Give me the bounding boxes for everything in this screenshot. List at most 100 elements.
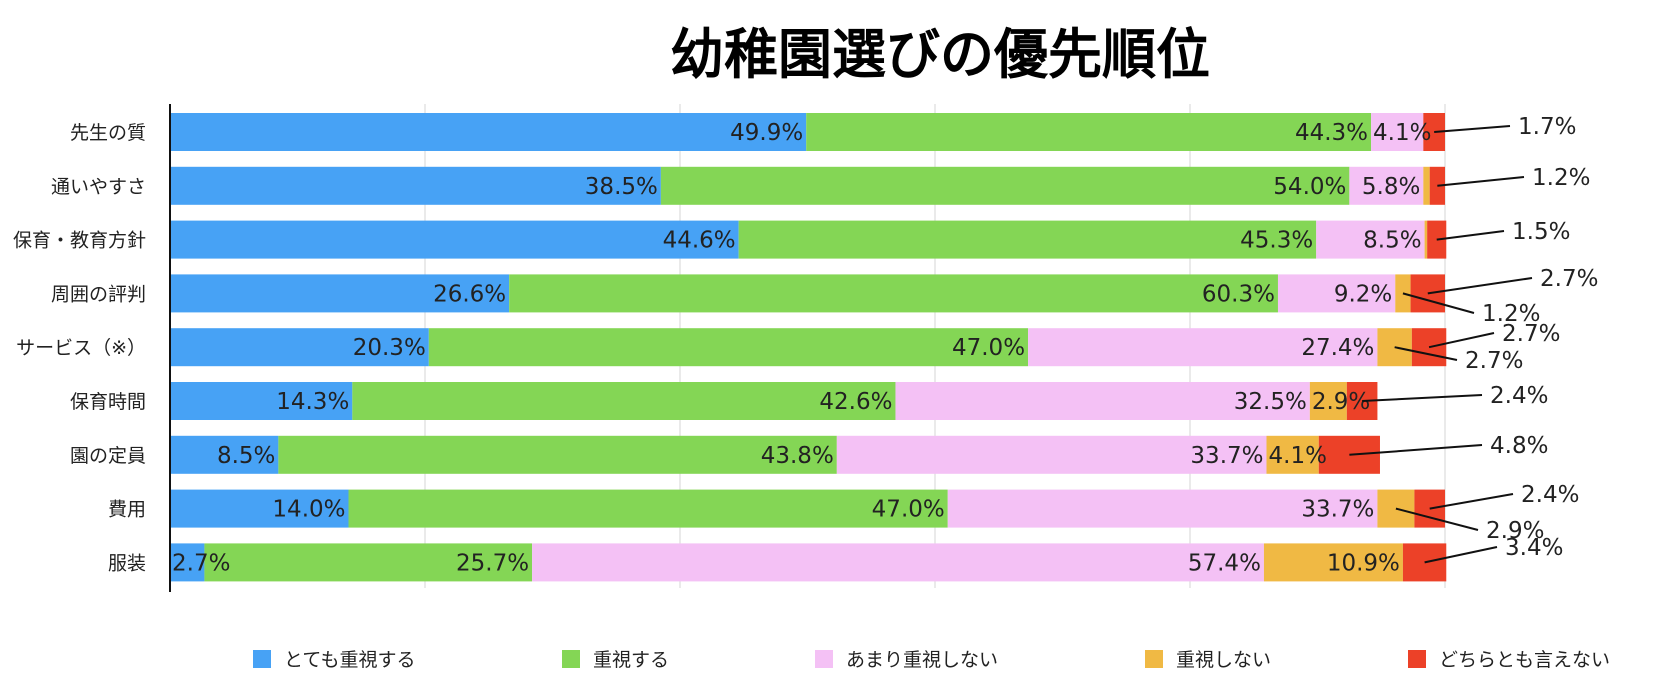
data-label: 4.1% (1269, 443, 1327, 469)
data-label: 2.7% (1502, 321, 1560, 347)
bar-segment (947, 489, 1378, 528)
data-label: 2.7% (1540, 266, 1598, 292)
legend-label: 重視する (593, 649, 669, 671)
bar-segment (170, 382, 353, 420)
category-label: 園の定員 (70, 445, 146, 467)
leader-line (1427, 277, 1533, 295)
data-label: 2.7% (172, 550, 230, 576)
data-label: 1.7% (1518, 114, 1576, 140)
bar-segment (1028, 328, 1378, 367)
bar-segment (428, 328, 1029, 367)
bar-segment (806, 113, 1372, 151)
bar-segment (170, 220, 739, 259)
category-label: 周囲の評判 (51, 283, 146, 305)
leader-line (1395, 507, 1479, 531)
bar-segment (278, 435, 837, 474)
data-label: 3.4% (1505, 535, 1563, 561)
bar-segment (1423, 166, 1430, 205)
leader-line (1349, 444, 1483, 456)
data-label: 43.8% (761, 443, 834, 469)
value-labels: 49.9% 44.3% 4.1% 1.7%38.5% 54.0% 5.8% 1.2%44.6… (172, 114, 1598, 576)
category-label: 先生の質 (70, 122, 146, 144)
bar-segment (352, 382, 896, 420)
leader-line (1429, 493, 1514, 510)
bar-segment (532, 543, 1264, 582)
data-label: 44.6% (663, 228, 736, 254)
bar-segment (170, 543, 205, 582)
bar-segment (1316, 220, 1425, 259)
legend-swatch (815, 650, 833, 668)
data-label: 4.1% (1373, 120, 1431, 146)
data-label: 49.9% (730, 120, 803, 146)
legend-label: どちらとも言えない (1439, 649, 1610, 671)
bar-segment (895, 382, 1310, 420)
data-label: 1.2% (1532, 165, 1590, 191)
leader-line (1428, 332, 1495, 349)
category-label: 通いやすさ (51, 176, 146, 198)
data-label: 5.8% (1362, 174, 1420, 200)
bar-segment (1424, 220, 1428, 259)
leader-line (1437, 176, 1525, 187)
data-label: 14.3% (276, 389, 349, 415)
bar-segment (1349, 166, 1424, 205)
bar-segment (170, 274, 510, 313)
legend-label: あまり重視しない (846, 649, 998, 671)
data-label: 14.0% (272, 497, 345, 523)
data-label: 4.8% (1490, 433, 1548, 459)
data-label: 9.2% (1334, 281, 1392, 307)
bars (170, 113, 1447, 582)
data-label: 38.5% (585, 174, 658, 200)
data-label: 2.4% (1490, 383, 1548, 409)
data-label: 45.3% (1240, 228, 1313, 254)
data-label: 33.7% (1301, 497, 1374, 523)
data-label: 42.6% (819, 389, 892, 415)
leader-line (1402, 292, 1475, 314)
bar-segment (170, 435, 279, 474)
data-label: 57.4% (1188, 550, 1261, 576)
data-label: 32.5% (1234, 389, 1307, 415)
legend-label: 重視しない (1176, 649, 1271, 671)
bar-segment (1309, 382, 1347, 420)
category-label: 保育・教育方針 (13, 230, 146, 252)
bar-segment (170, 489, 349, 528)
bar-segment (1266, 435, 1319, 474)
bar-segment (348, 489, 948, 528)
bar-segment (170, 328, 429, 367)
data-label: 26.6% (433, 281, 506, 307)
data-label: 8.5% (1363, 228, 1421, 254)
data-label: 60.3% (1202, 281, 1275, 307)
category-label: 保育時間 (70, 391, 146, 413)
leader-line (1362, 394, 1483, 402)
legend: とても重視する 重視する あまり重視しない 重視しない どちらとも言えない (253, 649, 1610, 671)
legend-swatch (1408, 650, 1426, 668)
chart-title: 幼稚園選びの優先順位 (670, 23, 1210, 86)
data-label: 1.2% (1482, 301, 1540, 327)
data-label: 1.5% (1512, 219, 1570, 245)
bar-segment (660, 166, 1350, 205)
legend-swatch (253, 650, 271, 668)
leader-line (1434, 125, 1511, 133)
bar-segment (170, 166, 661, 205)
category-label: 服装 (108, 552, 146, 574)
data-label: 47.0% (872, 497, 945, 523)
data-label: 27.4% (1301, 335, 1374, 361)
data-label: 2.4% (1521, 482, 1579, 508)
bar-segment (204, 543, 533, 582)
leader-line (1424, 546, 1498, 564)
category-label: サービス（※） (16, 337, 146, 359)
data-label: 2.9% (1312, 389, 1370, 415)
data-label: 10.9% (1327, 550, 1400, 576)
leader-line (1436, 230, 1505, 241)
bar-segment (170, 113, 807, 151)
data-label: 47.0% (952, 335, 1025, 361)
legend-swatch (562, 650, 580, 668)
data-label: 54.0% (1273, 174, 1346, 200)
data-label: 20.3% (353, 335, 426, 361)
data-label: 25.7% (456, 550, 529, 576)
bar-segment (1263, 543, 1403, 582)
bar-segment (509, 274, 1278, 313)
bar-segment (1371, 113, 1424, 151)
category-label: 費用 (108, 499, 146, 521)
bar-segment (738, 220, 1317, 259)
